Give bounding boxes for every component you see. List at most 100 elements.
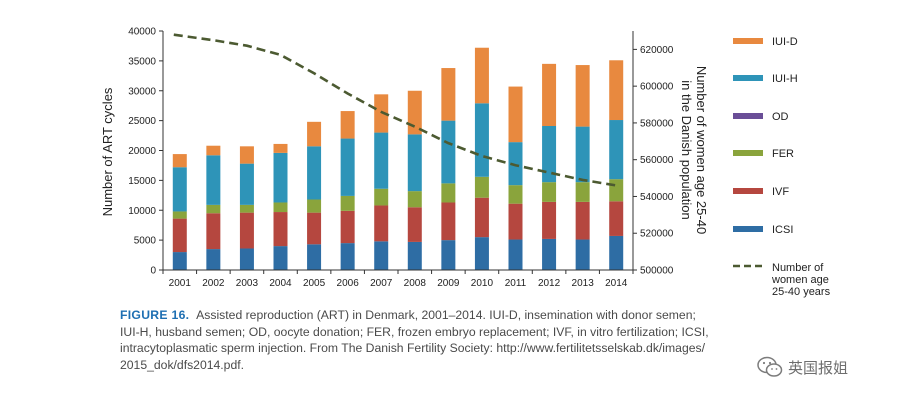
bar-iui-h-2014 [609, 120, 624, 180]
legend-swatch-ivf [733, 188, 763, 194]
bar-ivf-2007 [374, 205, 389, 242]
right-axis-title-line2: in the Danish population [679, 80, 694, 220]
bar-fer-2011 [508, 185, 523, 204]
bar-fer-2001 [172, 211, 187, 219]
left-tick-label: 15000 [128, 176, 156, 187]
bar-fer-2010 [474, 176, 489, 198]
figure-label: FIGURE 16. [120, 308, 190, 322]
legend-swatch-iui-d [733, 38, 763, 44]
axes-layer: 0 5000 10000 15000 20000 25000 30000 35000 40000… [128, 27, 674, 290]
right-tick-label: 540000 [640, 192, 674, 203]
bar-iui-d-2003 [239, 146, 254, 164]
legend-swatch-fer [733, 150, 763, 156]
caption-line-4: 2015_dok/dfs2014.pdf. [120, 357, 245, 372]
bar-ivf-2010 [474, 197, 489, 238]
bar-fer-2003 [239, 204, 254, 213]
bar-icsi-2006 [340, 243, 355, 270]
right-axis-title-line1: Number of women age 25-40 [694, 66, 709, 234]
bar-ivf-2001 [172, 218, 187, 253]
bar-iui-h-2013 [575, 126, 590, 183]
bar-iui-h-2006 [340, 138, 355, 196]
right-tick-label: 620000 [640, 45, 674, 56]
right-tick-label: 560000 [640, 155, 674, 166]
bar-icsi-2003 [239, 248, 254, 270]
legend-swatch-od [733, 113, 763, 119]
legend-label-fer: FER [772, 148, 794, 160]
bar-iui-d-2012 [542, 63, 557, 127]
bar-iui-d-2001 [172, 154, 187, 168]
stacked-bar-chart: 0 5000 10000 15000 20000 25000 30000 35000 40000… [100, 27, 831, 299]
bar-iui-h-2007 [374, 132, 389, 189]
left-axis-title: Number of ART cycles [100, 87, 115, 216]
bar-ivf-2004 [273, 212, 288, 247]
left-tick-label: 0 [150, 266, 156, 277]
x-tick-label: 2005 [303, 278, 326, 289]
bar-iui-d-2011 [508, 86, 523, 143]
legend-label-iui-h: IUI-H [772, 73, 798, 85]
x-tick-label: 2009 [437, 278, 460, 289]
bars-layer [172, 47, 624, 270]
x-tick-label: 2014 [605, 278, 628, 289]
legend-label-population: 25-40 years [772, 286, 831, 298]
bar-icsi-2004 [273, 246, 288, 270]
x-tick-label: 2010 [471, 278, 494, 289]
bar-fer-2002 [206, 204, 221, 214]
bar-iui-h-2004 [273, 152, 288, 203]
right-tick-label: 580000 [640, 118, 674, 129]
bar-ivf-2002 [206, 213, 221, 250]
bar-iui-d-2010 [474, 47, 489, 104]
left-tick-label: 30000 [128, 86, 156, 97]
right-tick-label: 520000 [640, 229, 674, 240]
bar-iui-h-2001 [172, 167, 187, 212]
bar-fer-2012 [542, 182, 557, 202]
bar-icsi-2001 [172, 252, 187, 270]
legend-label-population: women age [771, 274, 829, 286]
bar-icsi-2012 [542, 238, 557, 270]
x-tick-label: 2013 [572, 278, 595, 289]
bar-ivf-2003 [239, 212, 254, 249]
bar-fer-2004 [273, 202, 288, 213]
bar-iui-d-2006 [340, 111, 355, 139]
bar-iui-d-2004 [273, 143, 288, 153]
watermark: 英国报姐 [757, 356, 848, 378]
left-tick-label: 25000 [128, 116, 156, 127]
bar-iui-d-2013 [575, 65, 590, 127]
legend-label-ivf: IVF [772, 186, 789, 198]
caption-line-1: Assisted reproduction (ART) in Denmark, … [196, 308, 696, 322]
figure-caption: FIGURE 16. Assisted reproduction (ART) i… [120, 307, 800, 373]
bar-fer-2007 [374, 188, 389, 206]
left-tick-label: 20000 [128, 146, 156, 157]
bar-icsi-2014 [609, 235, 624, 270]
bar-icsi-2005 [307, 244, 322, 270]
legend-swatch-iui-h [733, 75, 763, 81]
bar-iui-d-2009 [441, 68, 456, 121]
left-tick-label: 40000 [128, 27, 156, 38]
caption-line-2: IUI-H, husband semen; OD, oocyte donatio… [120, 324, 709, 339]
bar-iui-h-2011 [508, 142, 523, 186]
bar-ivf-2011 [508, 203, 523, 240]
bar-iui-h-2003 [239, 163, 254, 205]
bar-iui-h-2008 [407, 134, 422, 192]
bar-ivf-2012 [542, 201, 557, 239]
bar-ivf-2009 [441, 202, 456, 241]
x-tick-label: 2003 [236, 278, 259, 289]
bar-icsi-2010 [474, 237, 489, 270]
legend-swatch-icsi [733, 226, 763, 232]
bar-icsi-2011 [508, 239, 523, 270]
bar-iui-h-2005 [307, 146, 322, 200]
left-tick-label: 10000 [128, 206, 156, 217]
x-tick-label: 2004 [269, 278, 292, 289]
bar-iui-h-2010 [474, 103, 489, 177]
population-line [173, 33, 617, 187]
x-tick-label: 2008 [404, 278, 427, 289]
bar-fer-2008 [407, 191, 422, 208]
bar-ivf-2014 [609, 201, 624, 236]
watermark-text: 英国报姐 [788, 358, 849, 377]
bar-ivf-2008 [407, 207, 422, 242]
bar-iui-h-2009 [441, 120, 456, 184]
right-tick-label: 600000 [640, 82, 674, 93]
x-tick-label: 2011 [505, 278, 527, 289]
bar-iui-d-2005 [307, 121, 322, 147]
x-tick-label: 2001 [169, 278, 192, 289]
